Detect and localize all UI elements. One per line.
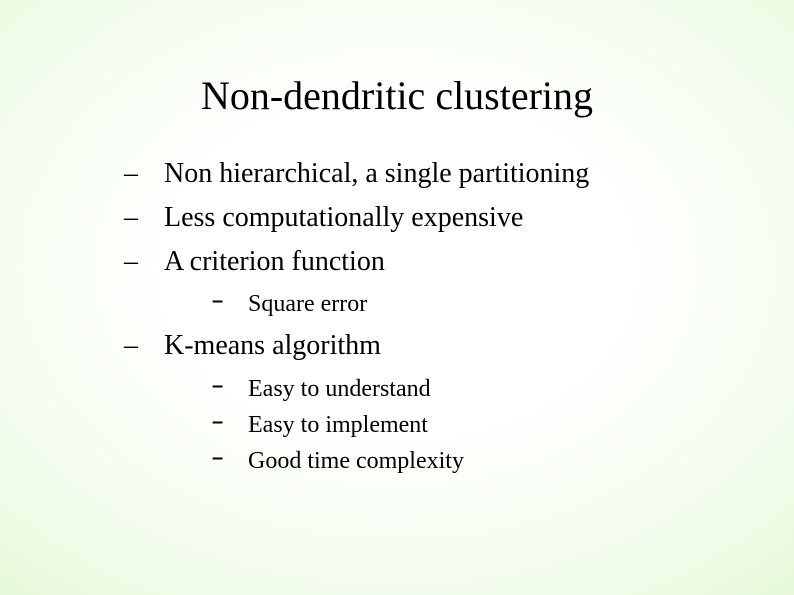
sub-bullet-list: Square error xyxy=(164,288,734,320)
slide: Non-dendritic clustering Non hierarchica… xyxy=(0,0,794,478)
bullet-text: Square error xyxy=(248,291,367,317)
list-item: Less computationally expensive xyxy=(124,199,734,237)
bullet-text: Good time complexity xyxy=(248,448,464,474)
bullet-text: Non hierarchical, a single partitioning xyxy=(164,158,589,189)
bullet-list: Non hierarchical, a single partitioning … xyxy=(60,155,734,478)
bullet-text: Easy to understand xyxy=(248,376,431,402)
list-item: Easy to implement xyxy=(212,409,734,441)
slide-title: Non-dendritic clustering xyxy=(60,72,734,119)
list-item: K-means algorithm Easy to understand Eas… xyxy=(124,327,734,478)
list-item: A criterion function Square error xyxy=(124,243,734,321)
bullet-text: K-means algorithm xyxy=(164,330,381,361)
sub-bullet-list: Easy to understand Easy to implement Goo… xyxy=(164,373,734,478)
bullet-text: A criterion function xyxy=(164,246,385,277)
bullet-text: Easy to implement xyxy=(248,412,428,438)
list-item: Non hierarchical, a single partitioning xyxy=(124,155,734,193)
list-item: Good time complexity xyxy=(212,445,734,477)
list-item: Easy to understand xyxy=(212,373,734,405)
bullet-text: Less computationally expensive xyxy=(164,202,523,233)
list-item: Square error xyxy=(212,288,734,320)
